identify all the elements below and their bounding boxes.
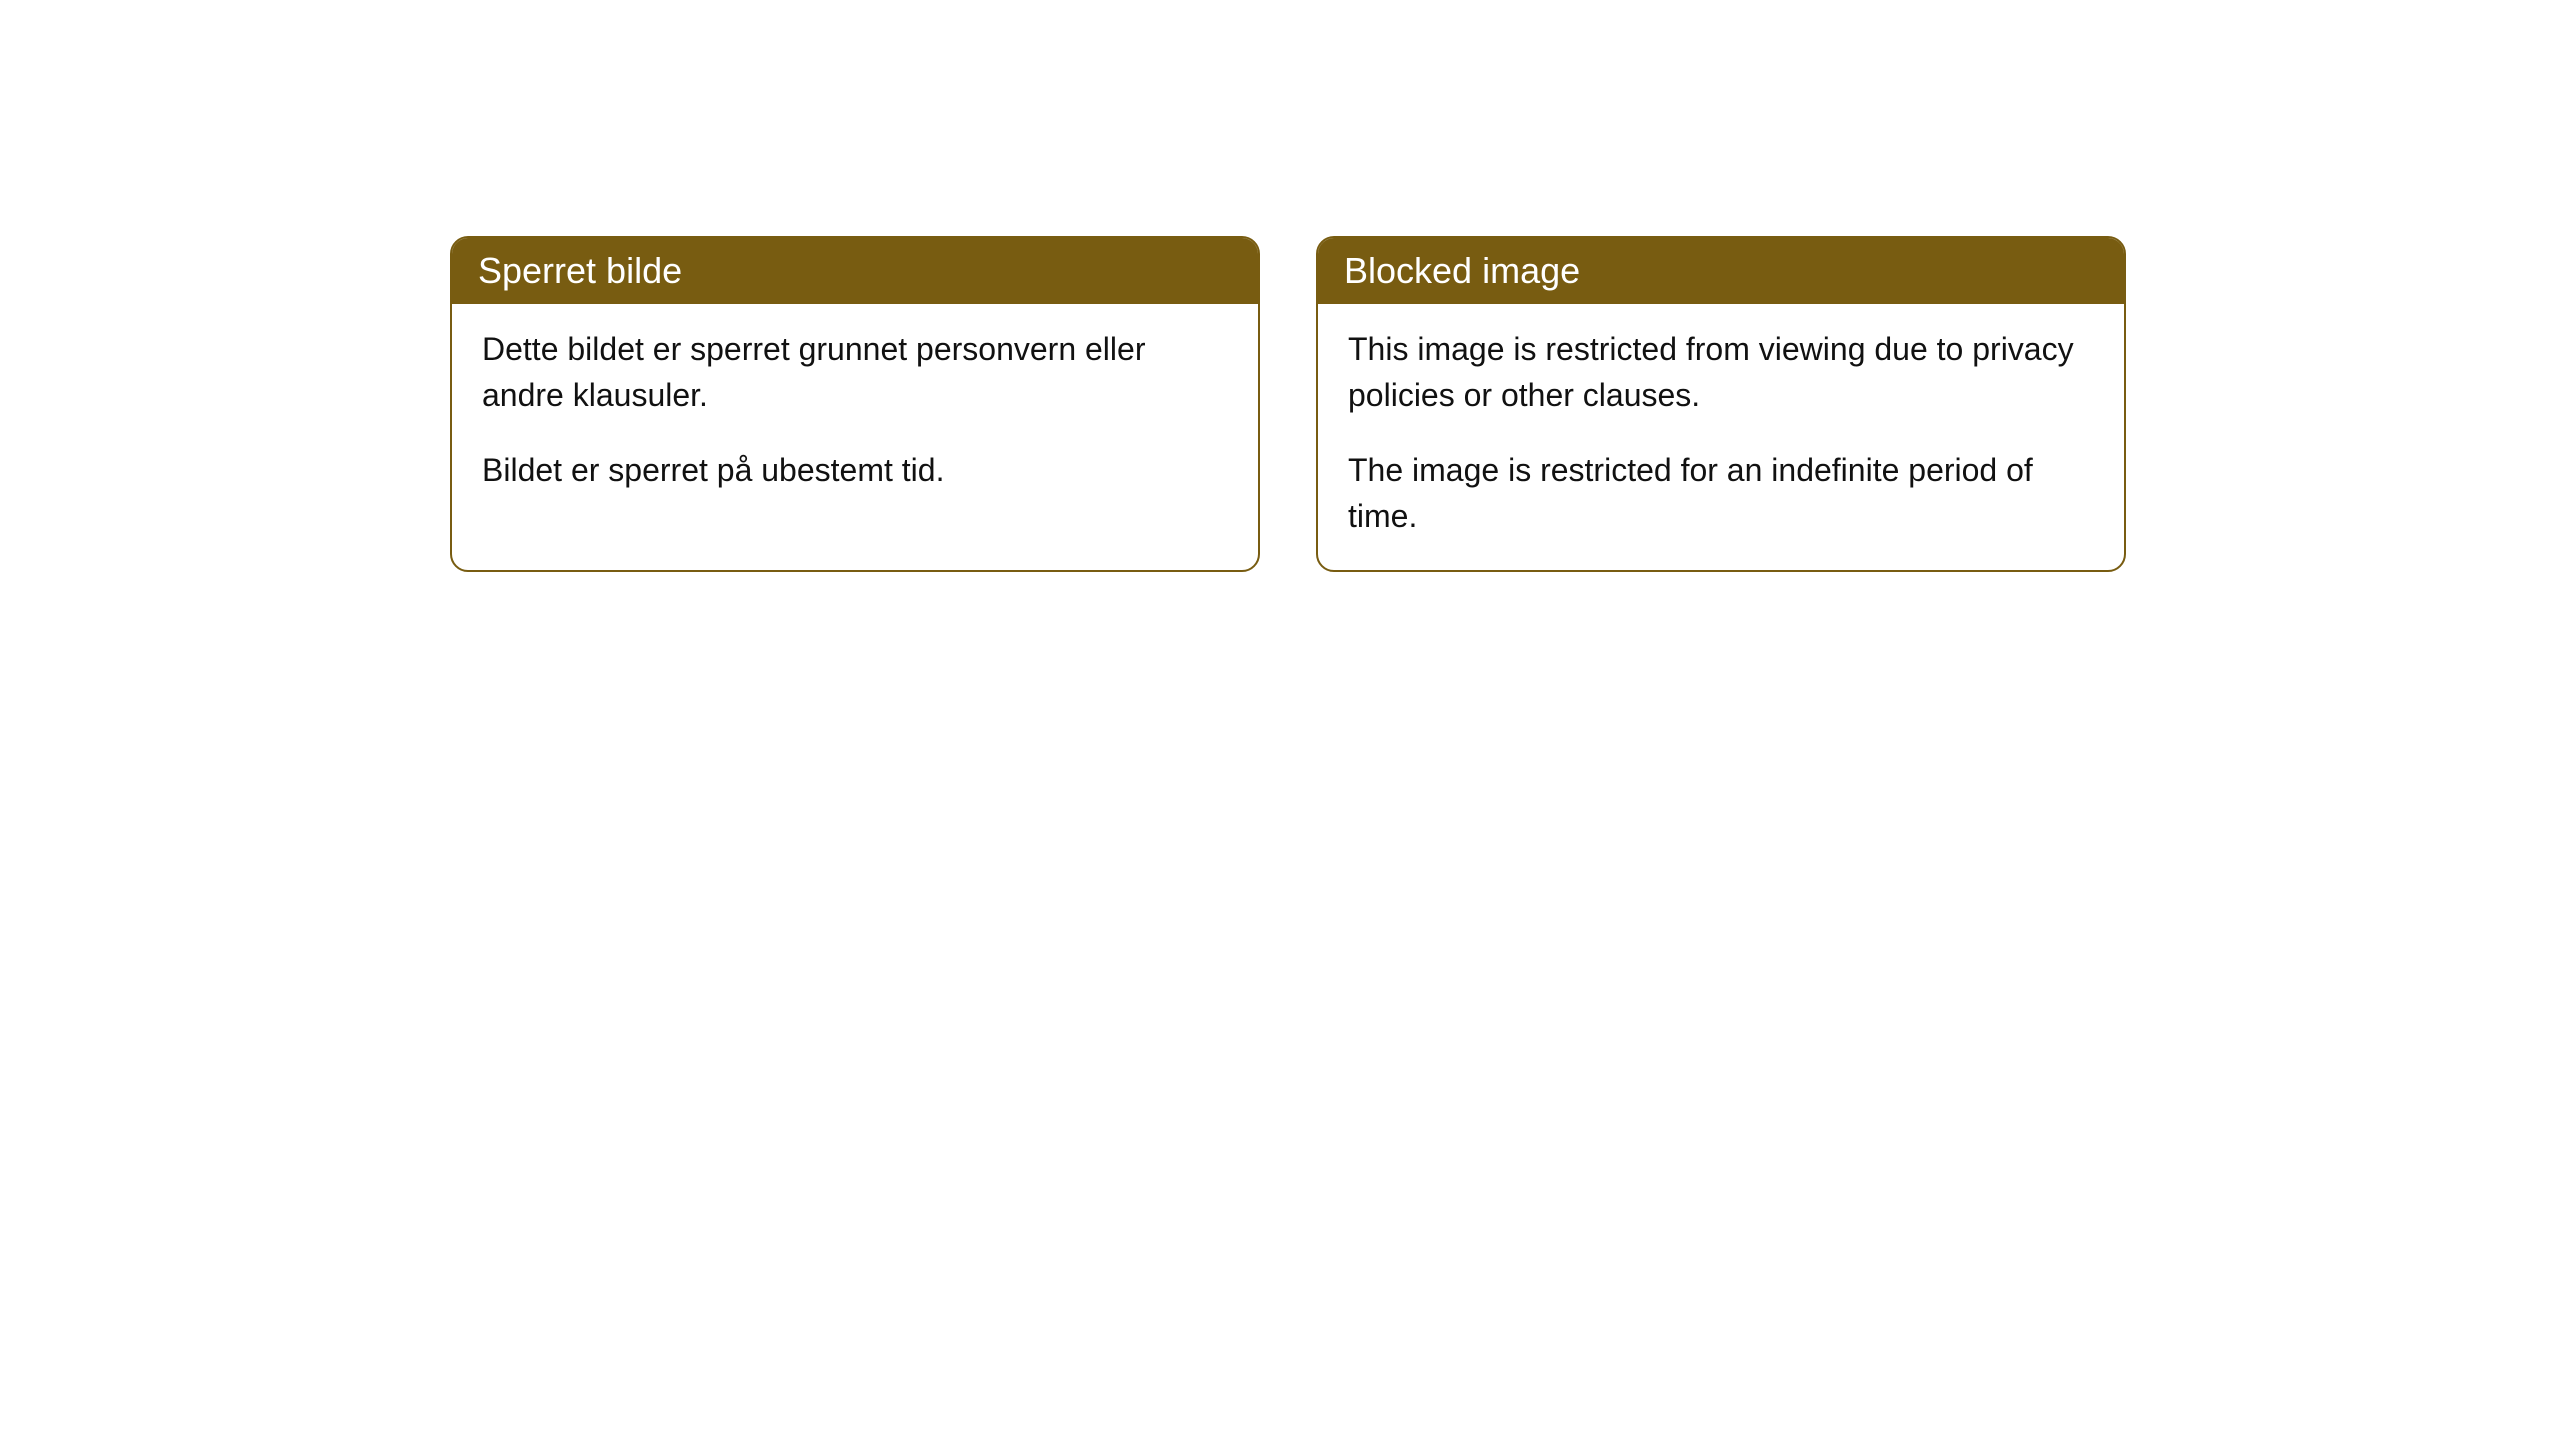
- card-header-norwegian: Sperret bilde: [452, 238, 1258, 304]
- notice-container: Sperret bilde Dette bildet er sperret gr…: [450, 236, 2126, 572]
- card-body-norwegian: Dette bildet er sperret grunnet personve…: [452, 304, 1258, 523]
- card-title: Blocked image: [1344, 250, 1580, 291]
- notice-card-english: Blocked image This image is restricted f…: [1316, 236, 2126, 572]
- card-paragraph: This image is restricted from viewing du…: [1348, 326, 2094, 419]
- card-paragraph: The image is restricted for an indefinit…: [1348, 447, 2094, 540]
- card-paragraph: Bildet er sperret på ubestemt tid.: [482, 447, 1228, 493]
- card-paragraph: Dette bildet er sperret grunnet personve…: [482, 326, 1228, 419]
- card-header-english: Blocked image: [1318, 238, 2124, 304]
- card-title: Sperret bilde: [478, 250, 682, 291]
- card-body-english: This image is restricted from viewing du…: [1318, 304, 2124, 570]
- notice-card-norwegian: Sperret bilde Dette bildet er sperret gr…: [450, 236, 1260, 572]
